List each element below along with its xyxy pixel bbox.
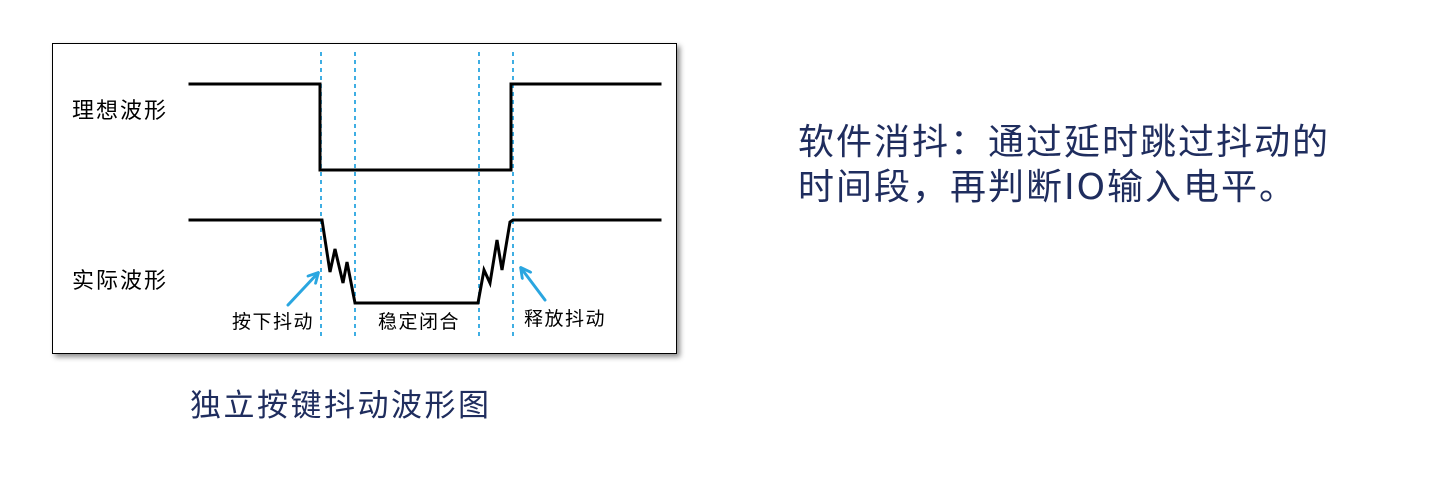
release-bounce-arrow bbox=[521, 268, 547, 302]
actual-waveform-label: 实际波形 bbox=[72, 269, 168, 294]
description-line-2: 时间段，再判断IO输入电平。 bbox=[798, 167, 1297, 208]
ideal-waveform bbox=[188, 82, 662, 172]
description-line-1: 软件消抖：通过延时跳过抖动的 bbox=[798, 122, 1330, 163]
ideal-waveform-label: 理想波形 bbox=[72, 99, 168, 124]
press-bounce-label: 按下抖动 bbox=[232, 311, 314, 333]
figure-caption: 独立按键抖动波形图 bbox=[190, 388, 492, 424]
actual-waveform bbox=[188, 218, 662, 305]
press-bounce-arrow bbox=[286, 273, 318, 307]
release-bounce-label: 释放抖动 bbox=[524, 308, 606, 330]
stable-closed-label: 稳定闭合 bbox=[378, 311, 460, 333]
